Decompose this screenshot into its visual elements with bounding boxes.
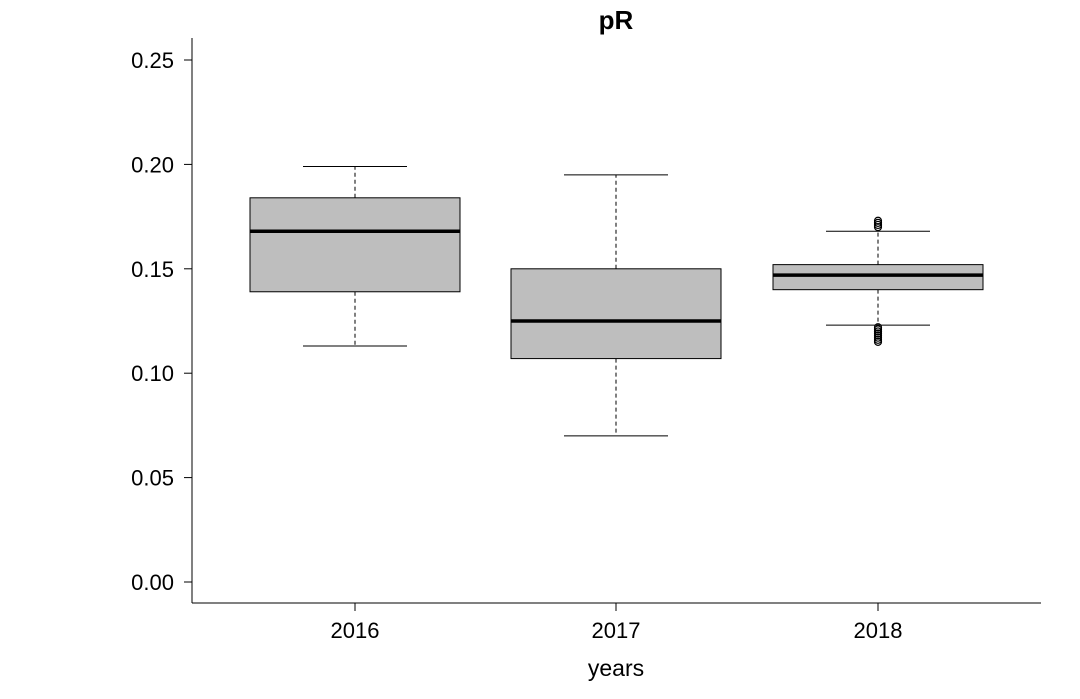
y-axis: 0.00 0.05 0.10 0.15 0.20 0.25	[131, 48, 192, 595]
outlier-point	[873, 216, 883, 225]
iqr-box	[772, 264, 984, 291]
y-tick-label: 0.15	[131, 257, 174, 282]
y-tick-label: 0.05	[131, 466, 174, 491]
x-tick-label: 2018	[854, 618, 903, 643]
y-tick-label: 0.25	[131, 48, 174, 73]
box-2016	[249, 165, 461, 347]
x-tick-label: 2016	[331, 618, 380, 643]
y-tick-label: 0.20	[131, 152, 174, 177]
iqr-box	[249, 197, 461, 293]
x-axis-title: years	[588, 655, 644, 681]
y-tick-label: 0.00	[131, 570, 174, 595]
iqr-box	[510, 268, 722, 360]
box-2018	[772, 216, 984, 346]
outlier-point	[873, 323, 883, 332]
chart-title: pR	[599, 5, 634, 35]
x-axis: 2016 2017 2018	[331, 603, 903, 643]
y-tick-label: 0.10	[131, 361, 174, 386]
x-tick-label: 2017	[592, 618, 641, 643]
boxes-layer	[249, 165, 984, 437]
box-2017	[510, 174, 722, 437]
